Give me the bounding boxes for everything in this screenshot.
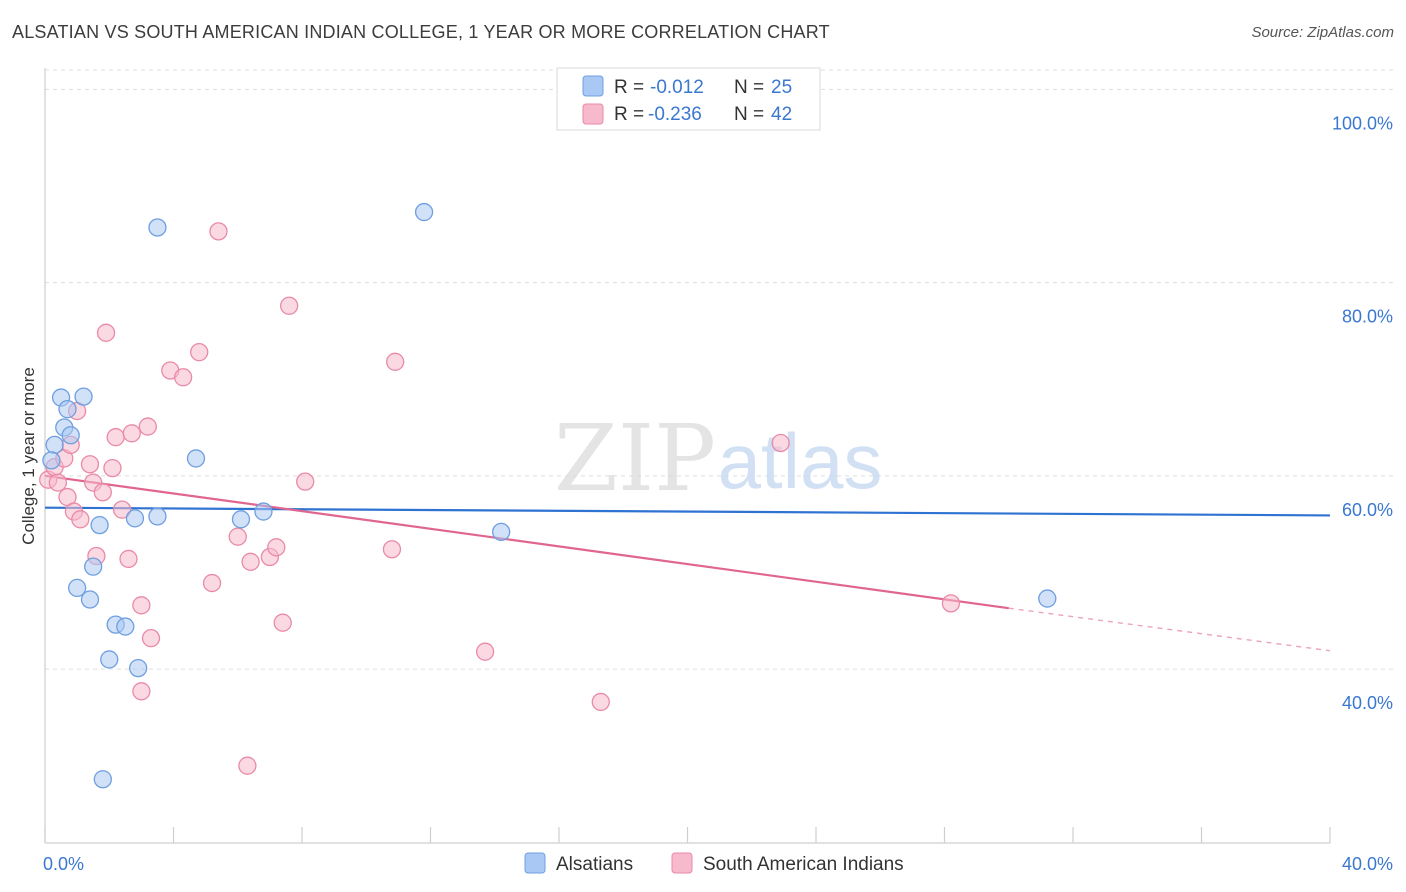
point-south-american-indians — [209, 222, 228, 241]
stats-r-label-alsatians: R = — [614, 77, 644, 98]
point-alsatians — [100, 650, 119, 669]
point-south-american-indians — [122, 424, 141, 443]
stats-legend: R = -0.012 N = 25 R = -0.236 N = 42 — [556, 67, 821, 131]
point-alsatians — [80, 590, 100, 609]
y-tick-label: 40.0% — [1342, 693, 1393, 713]
point-south-american-indians — [48, 473, 67, 492]
point-south-american-indians — [296, 472, 315, 491]
y-tick-label: 60.0% — [1342, 500, 1393, 520]
point-alsatians — [93, 770, 112, 789]
point-south-american-indians — [941, 594, 961, 613]
bottom-legend: Alsatians South American Indians — [524, 852, 904, 875]
point-south-american-indians — [119, 549, 138, 569]
point-south-american-indians — [771, 433, 790, 453]
chart-source: Source: ZipAtlas.com — [1251, 24, 1394, 41]
point-south-american-indians — [382, 540, 402, 559]
point-alsatians — [186, 449, 206, 468]
stats-r-label-south-american-indians: R = — [614, 104, 644, 125]
point-alsatians — [58, 400, 77, 419]
stats-r-value-south-american-indians: -0.236 — [648, 104, 702, 125]
watermark-atlas: atlas — [718, 417, 883, 505]
legend-label-south-american-indians: South American Indians — [703, 854, 904, 875]
point-alsatians — [129, 658, 148, 678]
point-south-american-indians — [141, 629, 161, 648]
point-south-american-indians — [132, 682, 151, 701]
point-south-american-indians — [173, 368, 193, 387]
point-alsatians — [254, 502, 273, 521]
stats-n-label-alsatians: N = — [734, 77, 764, 98]
points-layer — [39, 202, 1057, 789]
point-alsatians — [116, 617, 135, 636]
point-south-american-indians — [96, 323, 116, 342]
chart-title: ALSATIAN VS SOUTH AMERICAN INDIAN COLLEG… — [12, 22, 830, 42]
point-alsatians — [42, 451, 61, 470]
stats-n-label-south-american-indians: N = — [734, 104, 764, 125]
point-alsatians — [414, 202, 434, 222]
point-alsatians — [148, 507, 167, 526]
legend-swatch-alsatians — [524, 852, 546, 874]
point-south-american-indians — [132, 596, 151, 615]
legend-swatch-south-american-indians — [671, 852, 693, 874]
point-south-american-indians — [138, 417, 157, 436]
stats-n-value-south-american-indians: 42 — [771, 104, 792, 125]
trend-extension-south-american-indians — [1008, 607, 1331, 652]
point-alsatians — [84, 557, 103, 576]
point-south-american-indians — [228, 527, 247, 546]
point-south-american-indians — [93, 483, 112, 502]
point-alsatians — [45, 435, 64, 455]
point-south-american-indians — [273, 613, 292, 632]
point-alsatians — [61, 426, 80, 445]
point-south-american-indians — [475, 642, 495, 661]
stats-legend-swatch-south-american-indians — [582, 103, 604, 125]
stats-n-value-alsatians: 25 — [771, 77, 792, 98]
point-south-american-indians — [241, 552, 260, 571]
point-alsatians — [1038, 589, 1057, 608]
point-alsatians — [67, 578, 87, 598]
point-alsatians — [148, 218, 167, 237]
point-south-american-indians — [386, 352, 405, 371]
grid-layer — [45, 69, 1395, 670]
point-south-american-indians — [238, 756, 257, 775]
point-alsatians — [90, 515, 109, 535]
point-south-american-indians — [591, 692, 610, 712]
point-alsatians — [231, 510, 251, 529]
watermark-zip: ZIP — [554, 405, 716, 512]
point-south-american-indians — [71, 510, 90, 529]
labels-layer: 40.0% 60.0% 80.0% 100.0% 0.0% 40.0% — [43, 113, 1393, 874]
point-south-american-indians — [279, 296, 299, 315]
point-alsatians — [125, 509, 145, 528]
point-south-american-indians — [267, 538, 286, 557]
point-south-american-indians — [106, 428, 125, 447]
legend-label-alsatians: Alsatians — [556, 854, 633, 875]
point-south-american-indians — [190, 342, 209, 362]
point-south-american-indians — [80, 455, 100, 474]
x-tick-label-min: 0.0% — [43, 854, 84, 874]
point-alsatians — [74, 387, 93, 406]
point-south-american-indians — [112, 500, 132, 519]
point-south-american-indians — [202, 573, 222, 593]
stats-legend-swatch-alsatians — [582, 75, 604, 97]
point-alsatians — [492, 522, 511, 542]
y-axis-title: College, 1 year or more — [19, 367, 38, 545]
y-tick-label: 100.0% — [1332, 113, 1393, 133]
watermark: ZIP atlas — [554, 405, 882, 512]
y-tick-label: 80.0% — [1342, 307, 1393, 327]
point-south-american-indians — [103, 458, 122, 478]
x-tick-label-max: 40.0% — [1342, 854, 1393, 874]
stats-r-value-alsatians: -0.012 — [650, 77, 704, 98]
trend-line-south-american-indians — [44, 474, 1009, 610]
